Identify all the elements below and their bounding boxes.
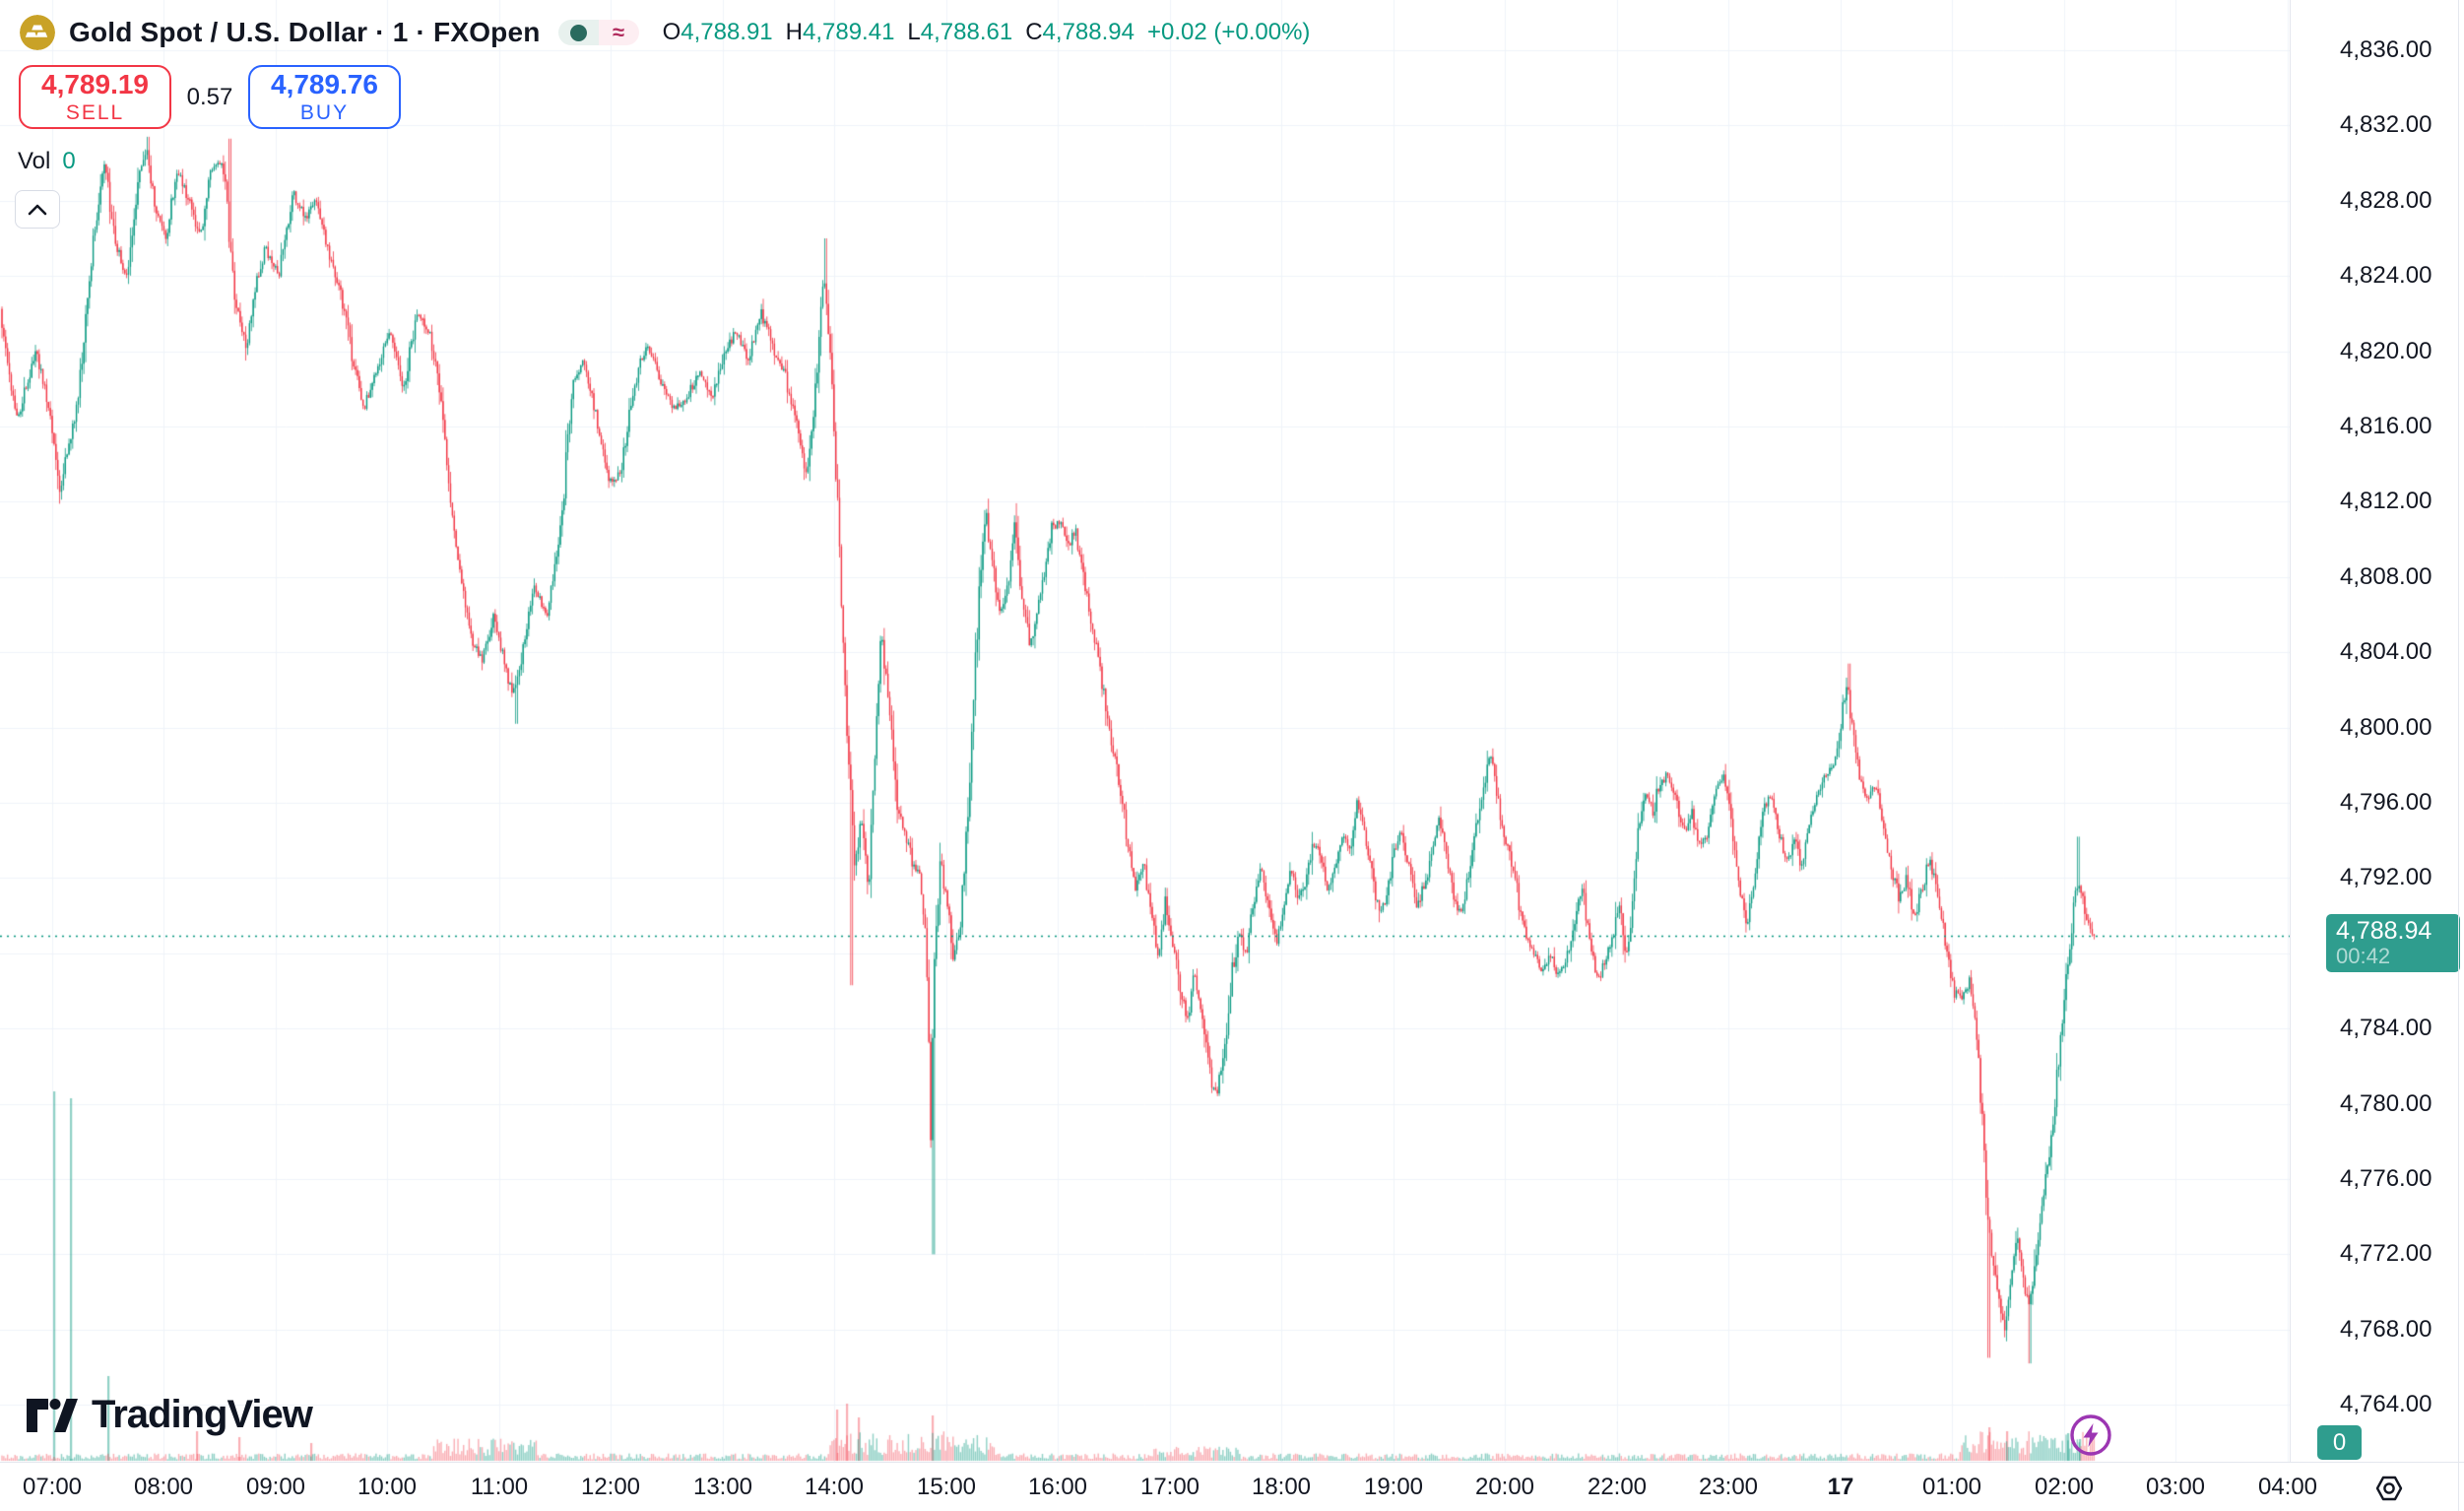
volume-indicator-label: Vol bbox=[18, 148, 51, 174]
price-axis-label: 4,828.00 bbox=[2340, 186, 2432, 214]
buy-price: 4,789.76 bbox=[271, 69, 378, 100]
open-value: 4,788.91 bbox=[681, 19, 773, 45]
time-axis-label: 07:00 bbox=[22, 1474, 83, 1500]
time-axis-label: 16:00 bbox=[1027, 1474, 1088, 1500]
price-axis-label: 4,824.00 bbox=[2340, 262, 2432, 290]
volume-indicator-row[interactable]: Vol 0 bbox=[18, 148, 76, 175]
time-axis-label: 22:00 bbox=[1587, 1474, 1648, 1500]
time-axis-label: 04:00 bbox=[2257, 1474, 2318, 1500]
time-axis-label: 03:00 bbox=[2145, 1474, 2206, 1500]
time-axis-label: 08:00 bbox=[133, 1474, 194, 1500]
axis-settings-button[interactable] bbox=[2373, 1473, 2405, 1509]
time-axis-label: 01:00 bbox=[1921, 1474, 1982, 1500]
price-axis-label: 4,772.00 bbox=[2340, 1240, 2432, 1268]
last-price-tag: 4,788.94 00:42 bbox=[2326, 913, 2460, 973]
price-axis-label: 4,836.00 bbox=[2340, 36, 2432, 63]
gold-symbol-icon bbox=[20, 15, 55, 50]
high-value: 4,789.41 bbox=[803, 19, 895, 45]
time-axis-label: 17 bbox=[1827, 1474, 1854, 1500]
time-axis-label: 11:00 bbox=[470, 1474, 529, 1500]
time-axis[interactable]: 07:00 08:00 09:00 10:00 11:00 12:00 13:00 14:00… bbox=[0, 1462, 2464, 1511]
time-axis-label: 19:00 bbox=[1363, 1474, 1424, 1500]
time-axis-label: 12:00 bbox=[580, 1474, 641, 1500]
price-axis-label: 4,796.00 bbox=[2340, 789, 2432, 816]
change-value: +0.02 (+0.00%) bbox=[1146, 19, 1311, 45]
symbol-header: Gold Spot / U.S. Dollar · 1 · FXOpen ≈ O… bbox=[20, 10, 1310, 55]
volume-axis-badge: 0 bbox=[2317, 1425, 2362, 1460]
price-axis-label: 4,804.00 bbox=[2340, 638, 2432, 666]
trade-panel: 4,789.19 SELL 0.57 4,789.76 BUY bbox=[19, 65, 401, 129]
lightning-icon bbox=[2070, 1414, 2111, 1456]
price-axis-label: 4,784.00 bbox=[2340, 1015, 2432, 1042]
market-status-pill[interactable]: ≈ bbox=[557, 20, 639, 45]
tradingview-logo-mark-icon bbox=[27, 1398, 78, 1432]
sell-button[interactable]: 4,789.19 SELL bbox=[19, 65, 171, 129]
sell-price: 4,789.19 bbox=[41, 69, 149, 100]
window-edge-divider bbox=[2458, 0, 2459, 1511]
price-axis-label: 4,816.00 bbox=[2340, 413, 2432, 439]
price-axis-label: 4,808.00 bbox=[2340, 562, 2432, 590]
price-axis-label: 4,764.00 bbox=[2340, 1391, 2432, 1418]
time-axis-label: 14:00 bbox=[804, 1474, 865, 1500]
tradingview-logo[interactable]: TradingView bbox=[27, 1393, 313, 1437]
time-axis-label: 02:00 bbox=[2034, 1474, 2095, 1500]
price-axis[interactable]: 4,836.00 4,832.00 4,828.00 4,824.00 4,820.00… bbox=[2290, 0, 2464, 1462]
time-axis-label: 10:00 bbox=[357, 1474, 418, 1500]
volume-indicator-value: 0 bbox=[62, 148, 76, 174]
price-axis-label: 4,820.00 bbox=[2340, 337, 2432, 364]
instant-order-button[interactable] bbox=[2069, 1413, 2112, 1462]
spread-value: 0.57 bbox=[186, 83, 233, 110]
ohlc-readout: O4,788.91 H4,789.41 L4,788.61 C4,788.94 … bbox=[662, 19, 1311, 45]
time-axis-label: 23:00 bbox=[1698, 1474, 1759, 1500]
price-axis-label: 4,780.00 bbox=[2340, 1089, 2432, 1117]
time-axis-label: 20:00 bbox=[1474, 1474, 1535, 1500]
time-axis-label: 17:00 bbox=[1139, 1474, 1200, 1500]
time-axis-label: 09:00 bbox=[245, 1474, 306, 1500]
chevron-up-icon bbox=[28, 204, 47, 215]
time-axis-label: 15:00 bbox=[916, 1474, 977, 1500]
time-axis-label: 18:00 bbox=[1251, 1474, 1312, 1500]
price-axis-label: 4,800.00 bbox=[2340, 713, 2432, 741]
buy-button[interactable]: 4,789.76 BUY bbox=[248, 65, 401, 129]
price-axis-label: 4,832.00 bbox=[2340, 111, 2432, 139]
price-axis-label: 4,792.00 bbox=[2340, 864, 2432, 891]
collapse-pane-button[interactable] bbox=[15, 190, 60, 229]
price-axis-label: 4,776.00 bbox=[2340, 1165, 2432, 1192]
last-price-value: 4,788.94 bbox=[2336, 916, 2432, 945]
price-axis-label: 4,812.00 bbox=[2340, 488, 2432, 515]
approx-data-icon: ≈ bbox=[598, 20, 639, 45]
bar-countdown: 00:42 bbox=[2336, 943, 2391, 968]
close-value: 4,788.94 bbox=[1042, 19, 1135, 45]
symbol-title[interactable]: Gold Spot / U.S. Dollar · 1 · FXOpen bbox=[69, 17, 541, 47]
market-open-dot-icon bbox=[569, 24, 587, 41]
tradingview-logo-text: TradingView bbox=[92, 1393, 313, 1436]
gear-icon bbox=[2375, 1476, 2403, 1501]
low-value: 4,788.61 bbox=[920, 19, 1013, 45]
price-axis-label: 4,768.00 bbox=[2340, 1315, 2432, 1343]
time-axis-label: 13:00 bbox=[692, 1474, 753, 1500]
